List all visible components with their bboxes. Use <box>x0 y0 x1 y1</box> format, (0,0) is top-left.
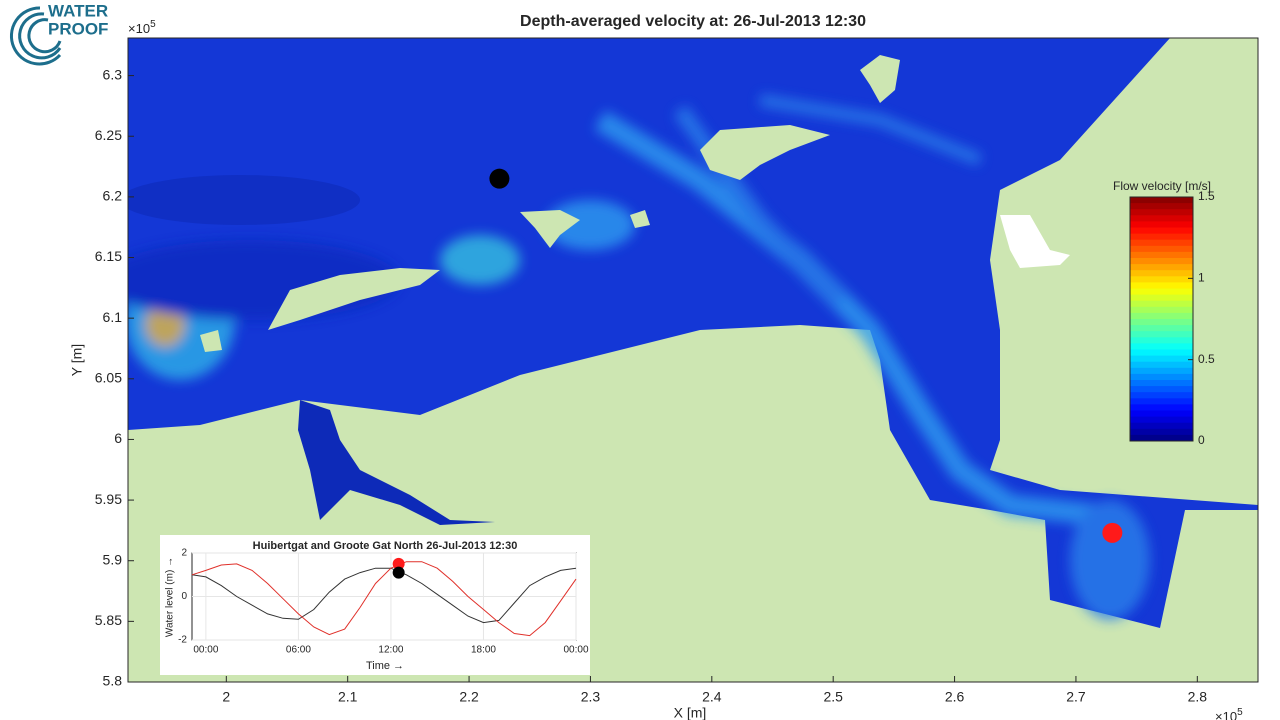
y-tick-label: 5.95 <box>95 491 122 507</box>
logo-text: WATER <box>48 1 108 20</box>
colorbar-cell <box>1130 319 1193 326</box>
colorbar-frame <box>1129 196 1194 442</box>
colorbar-cell <box>1130 398 1193 405</box>
colorbar-cell <box>1130 331 1193 338</box>
inset-x-label: Time → <box>366 660 404 672</box>
x-tick-label: 2.3 <box>581 689 601 705</box>
map-title: Depth-averaged velocity at: 26-Jul-2013 … <box>520 13 866 30</box>
colorbar-tick-label: 0.5 <box>1198 352 1215 366</box>
x-tick-label: 2.2 <box>459 689 479 705</box>
axis-exponent: ×105 <box>128 19 156 37</box>
colorbar-cell <box>1130 300 1193 308</box>
x-tick-label: 2.6 <box>945 689 965 705</box>
colorbar-cell <box>1130 422 1193 430</box>
colorbar-cell <box>1130 264 1193 271</box>
colorbar-label: Flow velocity [m/s] <box>1113 179 1211 193</box>
inset-x-tick-label: 18:00 <box>471 645 496 656</box>
colorbar-cell <box>1130 349 1193 357</box>
x-tick-label: 2.7 <box>1066 689 1086 705</box>
colorbar-tick-label: 1.5 <box>1198 189 1215 203</box>
y-tick-label: 5.85 <box>95 612 122 628</box>
inset-y-tick-label: 0 <box>181 591 187 602</box>
x-tick-label: 2.4 <box>702 689 722 705</box>
y-tick-label: 6.3 <box>103 66 123 82</box>
colorbar-cell <box>1130 434 1193 442</box>
colorbar-cell <box>1130 245 1193 253</box>
colorbar-cell <box>1130 197 1193 204</box>
colorbar-cell <box>1130 404 1193 411</box>
exponent-power: 5 <box>150 19 156 30</box>
colorbar-cell <box>1130 337 1193 344</box>
colorbar-cell <box>1130 209 1193 216</box>
water-level-line <box>191 561 577 637</box>
location-marker <box>1102 522 1123 543</box>
colorbar-cell <box>1130 227 1193 235</box>
colorbar-cell <box>1130 312 1193 320</box>
colorbar-cell <box>1130 416 1193 424</box>
x-tick-label: 2 <box>222 689 230 705</box>
exponent-base: ×10 <box>1215 709 1237 720</box>
colorbar-cell <box>1130 233 1193 241</box>
exponent-base: ×10 <box>128 21 150 36</box>
logo-text: PROOF <box>48 19 108 38</box>
x-tick-label: 2.8 <box>1188 689 1208 705</box>
colorbar-cell <box>1130 294 1193 302</box>
exponent-power: 5 <box>1237 707 1243 718</box>
colorbar-tick-label: 1 <box>1198 271 1205 285</box>
colorbar-cell <box>1130 410 1193 418</box>
colorbar-cell <box>1130 306 1193 314</box>
colorbar-cell <box>1130 386 1193 393</box>
colorbar-cell <box>1130 380 1193 387</box>
x-tick-label: 2.1 <box>338 689 358 705</box>
water-level-line <box>191 567 577 624</box>
time-marker <box>392 566 405 579</box>
colorbar-cell <box>1130 276 1193 283</box>
colorbar: 0 0.5 1 1.5 <box>1129 189 1215 447</box>
inset-y-label: Water level (m) → <box>165 557 176 637</box>
y-tick-label: 6.15 <box>95 248 122 264</box>
inset-x-tick-label: 12:00 <box>378 645 403 656</box>
x-tick-label: 2.5 <box>823 689 843 705</box>
inset-title: Huibertgat and Groote Gat North 26-Jul-2… <box>253 540 518 552</box>
colorbar-cell <box>1130 215 1193 222</box>
y-tick-label: 6 <box>114 430 122 446</box>
y-tick-label: 5.9 <box>103 551 123 567</box>
inset-x-tick-label: 06:00 <box>286 645 311 656</box>
colorbar-cell <box>1130 239 1193 247</box>
y-tick-label: 6.05 <box>95 370 122 386</box>
y-tick-label: 6.1 <box>103 309 123 325</box>
axis-exponent: ×105 <box>1215 707 1243 720</box>
logo: WATER PROOF <box>9 1 108 66</box>
colorbar-cell <box>1130 282 1193 289</box>
inset-y-tick-label: -2 <box>178 635 187 646</box>
y-tick-label: 6.2 <box>103 188 123 204</box>
inset-y-tick-label: 2 <box>181 548 187 559</box>
y-tick-label: 6.25 <box>95 127 122 143</box>
inset-x-tick-label: 00:00 <box>193 645 218 656</box>
colorbar-cell <box>1130 288 1193 296</box>
x-axis-label: X [m] <box>674 705 707 720</box>
location-marker <box>489 168 510 189</box>
colorbar-cell <box>1130 367 1193 375</box>
colorbar-cell <box>1130 355 1193 363</box>
colorbar-cell <box>1130 221 1193 228</box>
colorbar-cell <box>1130 258 1193 265</box>
colorbar-cell <box>1130 325 1193 332</box>
y-axis-label: Y [m] <box>69 344 85 376</box>
colorbar-cell <box>1130 373 1193 381</box>
y-tick-label: 5.8 <box>103 673 123 689</box>
colorbar-cell <box>1130 343 1193 350</box>
colorbar-cell <box>1130 270 1193 277</box>
colorbar-cell <box>1130 392 1193 399</box>
colorbar-tick-label: 0 <box>1198 433 1205 447</box>
colorbar-cell <box>1130 251 1193 259</box>
inset-x-tick-label: 00:00 <box>563 645 588 656</box>
colorbar-cell <box>1130 361 1193 369</box>
colorbar-cell <box>1130 428 1193 436</box>
time-marker <box>392 557 405 570</box>
colorbar-cell <box>1130 203 1193 210</box>
map-frame <box>127 37 1259 683</box>
